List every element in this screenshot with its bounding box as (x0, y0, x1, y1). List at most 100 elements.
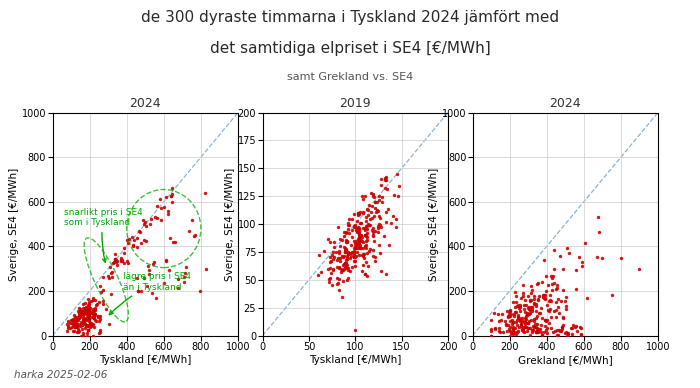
Point (354, 235, 365, 241)
Point (520, 320, 531, 326)
Point (528, 322, 539, 329)
Point (541, 317, 552, 323)
Point (330, 249, 342, 255)
Point (511, 317, 522, 323)
Point (373, 242, 384, 249)
Point (79, 305, 90, 311)
Point (80, 322, 91, 328)
Point (552, 295, 564, 301)
Point (353, 244, 364, 251)
Point (510, 299, 522, 305)
Point (340, 260, 351, 266)
Point (514, 316, 526, 322)
Point (179, 270, 190, 276)
Point (391, 216, 402, 222)
Point (556, 324, 567, 330)
Point (534, 310, 545, 316)
Point (388, 191, 399, 197)
Point (80, 321, 91, 327)
Point (75, 322, 86, 328)
Point (101, 306, 112, 312)
Point (342, 267, 354, 273)
Point (341, 229, 352, 236)
Point (69, 324, 80, 330)
Point (78, 315, 89, 321)
Point (567, 322, 578, 328)
Point (524, 332, 536, 338)
Point (519, 320, 531, 326)
Point (138, 275, 149, 281)
Point (374, 193, 385, 199)
Point (119, 249, 130, 256)
Point (80, 310, 92, 316)
Point (551, 327, 562, 333)
Point (73, 317, 84, 323)
Point (94, 283, 106, 289)
Point (165, 193, 176, 199)
X-axis label: Tyskland [€/MWh]: Tyskland [€/MWh] (309, 355, 401, 365)
Point (525, 283, 536, 289)
Point (354, 234, 365, 241)
Text: de 300 dyraste timmarna i Tyskland 2024 jämfört med: de 300 dyraste timmarna i Tyskland 2024 … (141, 10, 559, 25)
Point (514, 324, 525, 330)
Point (531, 303, 542, 310)
Point (77, 332, 88, 338)
Point (549, 280, 560, 286)
Point (69, 314, 80, 320)
Point (167, 239, 178, 245)
Point (360, 193, 371, 199)
Point (373, 225, 384, 231)
Point (522, 320, 533, 326)
Point (160, 258, 172, 264)
Point (80, 317, 92, 323)
Point (360, 223, 372, 229)
Point (349, 263, 360, 270)
Point (508, 324, 519, 330)
Point (337, 278, 349, 284)
Point (344, 255, 356, 261)
Point (368, 194, 379, 201)
Point (188, 233, 199, 239)
Point (361, 273, 372, 279)
Point (126, 234, 137, 241)
Point (538, 291, 549, 298)
Point (357, 210, 368, 216)
Point (324, 254, 335, 260)
Point (94, 299, 105, 305)
Point (545, 314, 557, 320)
Point (563, 249, 574, 256)
Point (118, 245, 130, 251)
Point (102, 272, 113, 279)
Point (351, 241, 363, 247)
Point (552, 333, 563, 339)
Point (517, 326, 528, 332)
Point (509, 329, 520, 335)
Point (565, 325, 576, 331)
Point (526, 317, 537, 323)
Point (499, 318, 510, 324)
Point (352, 210, 363, 216)
Point (528, 315, 540, 322)
Point (325, 275, 336, 281)
Point (71, 323, 83, 329)
Text: det samtidiga elpriset i SE4 [€/MWh]: det samtidiga elpriset i SE4 [€/MWh] (209, 41, 491, 56)
Point (374, 222, 385, 229)
Point (62, 318, 74, 324)
Point (527, 327, 538, 333)
Point (340, 261, 351, 267)
Point (333, 275, 344, 282)
Point (78, 319, 89, 326)
Point (514, 318, 526, 324)
Point (526, 308, 537, 314)
Point (111, 262, 122, 268)
Point (559, 330, 570, 336)
Point (504, 313, 515, 319)
Point (111, 256, 122, 263)
Point (556, 324, 568, 331)
Point (93, 314, 104, 320)
Point (354, 220, 365, 227)
Point (368, 229, 379, 235)
Point (366, 203, 377, 210)
Point (531, 328, 542, 334)
Point (78, 308, 90, 314)
